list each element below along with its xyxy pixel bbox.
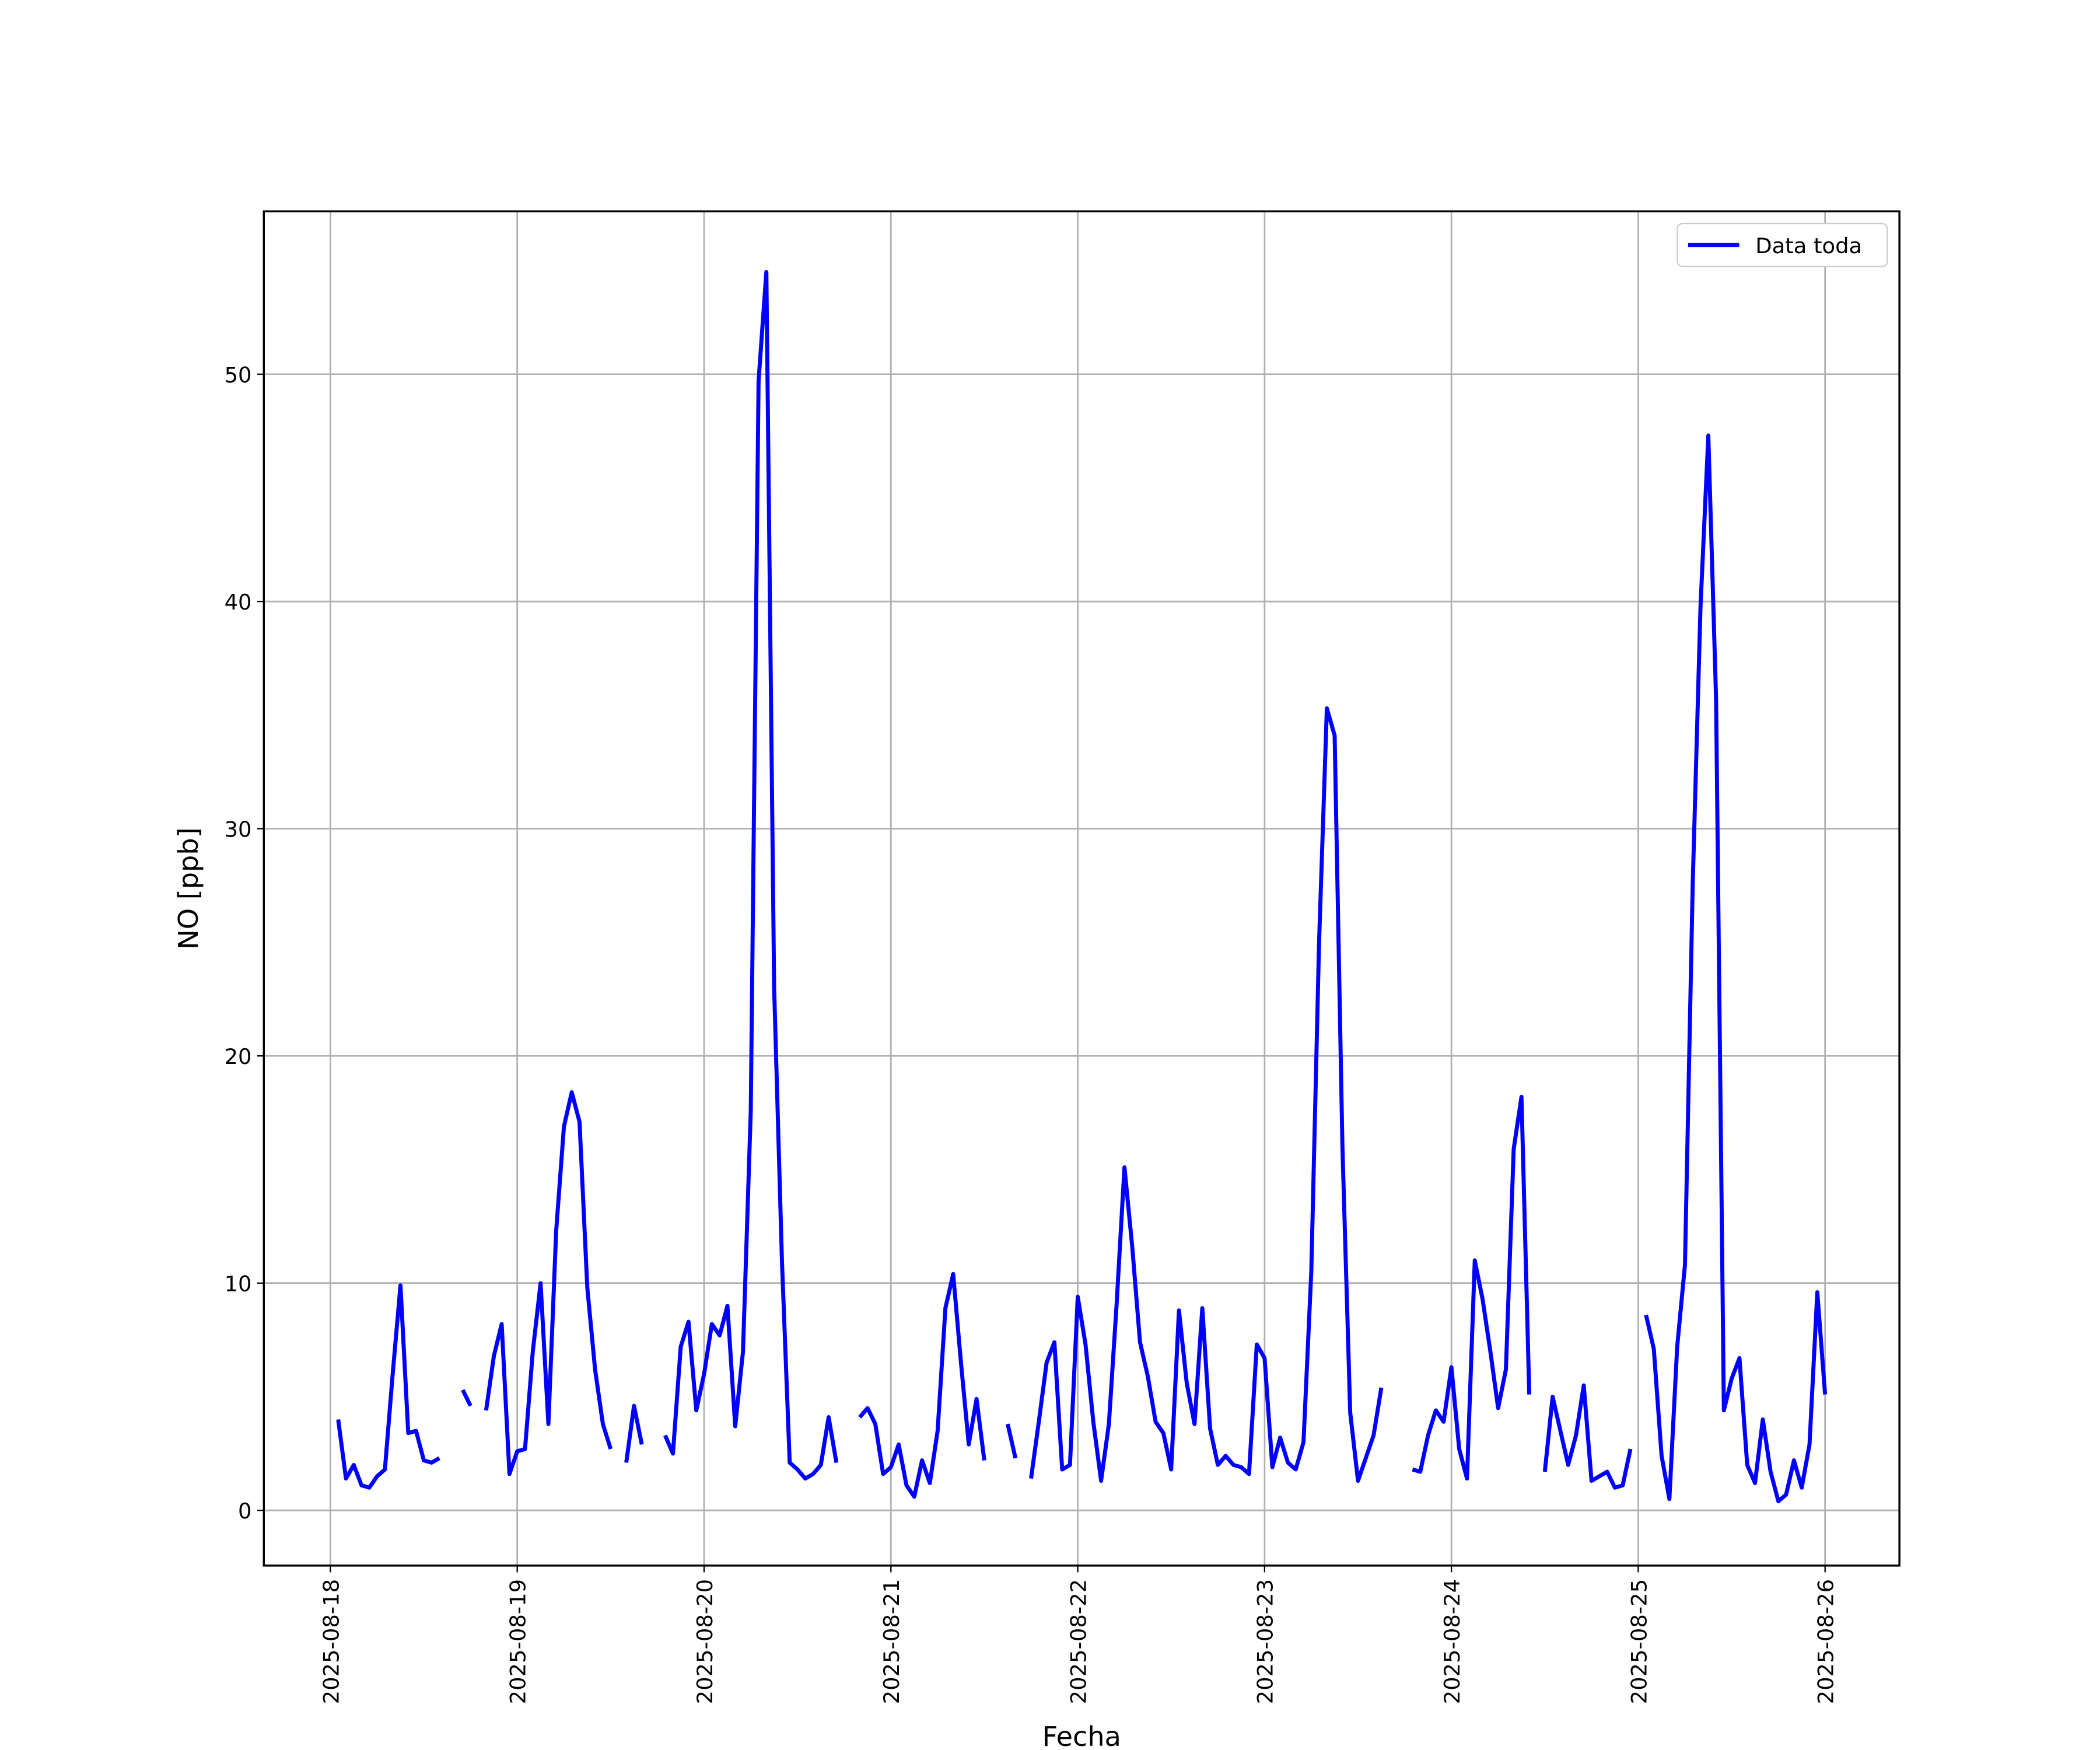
x-tick-label: 2025-08-24	[1440, 1579, 1465, 1704]
x-tick-label: 2025-08-20	[692, 1579, 718, 1704]
y-axis-label: NO [ppb]	[173, 827, 204, 949]
y-tick-label: 40	[225, 590, 252, 615]
x-tick-label: 2025-08-21	[879, 1579, 904, 1704]
x-tick-label: 2025-08-26	[1814, 1579, 1839, 1704]
x-axis-label: Fecha	[1042, 1721, 1121, 1750]
x-tick-label: 2025-08-18	[318, 1579, 344, 1704]
y-tick-label: 50	[225, 362, 252, 387]
legend-label: Data toda	[1755, 233, 1862, 258]
x-tick-label: 2025-08-25	[1626, 1579, 1651, 1704]
data-line	[336, 270, 1828, 1504]
x-tick-label: 2025-08-23	[1253, 1579, 1278, 1704]
x-tick-label: 2025-08-19	[506, 1579, 531, 1704]
y-tick-label: 20	[225, 1044, 252, 1069]
y-tick-label: 0	[238, 1499, 251, 1524]
legend-box	[1676, 222, 1888, 268]
y-tick-label: 10	[225, 1272, 252, 1297]
x-tick-label: 2025-08-22	[1066, 1579, 1091, 1704]
y-tick-label: 30	[225, 817, 252, 842]
plot-frame	[262, 210, 1901, 1567]
